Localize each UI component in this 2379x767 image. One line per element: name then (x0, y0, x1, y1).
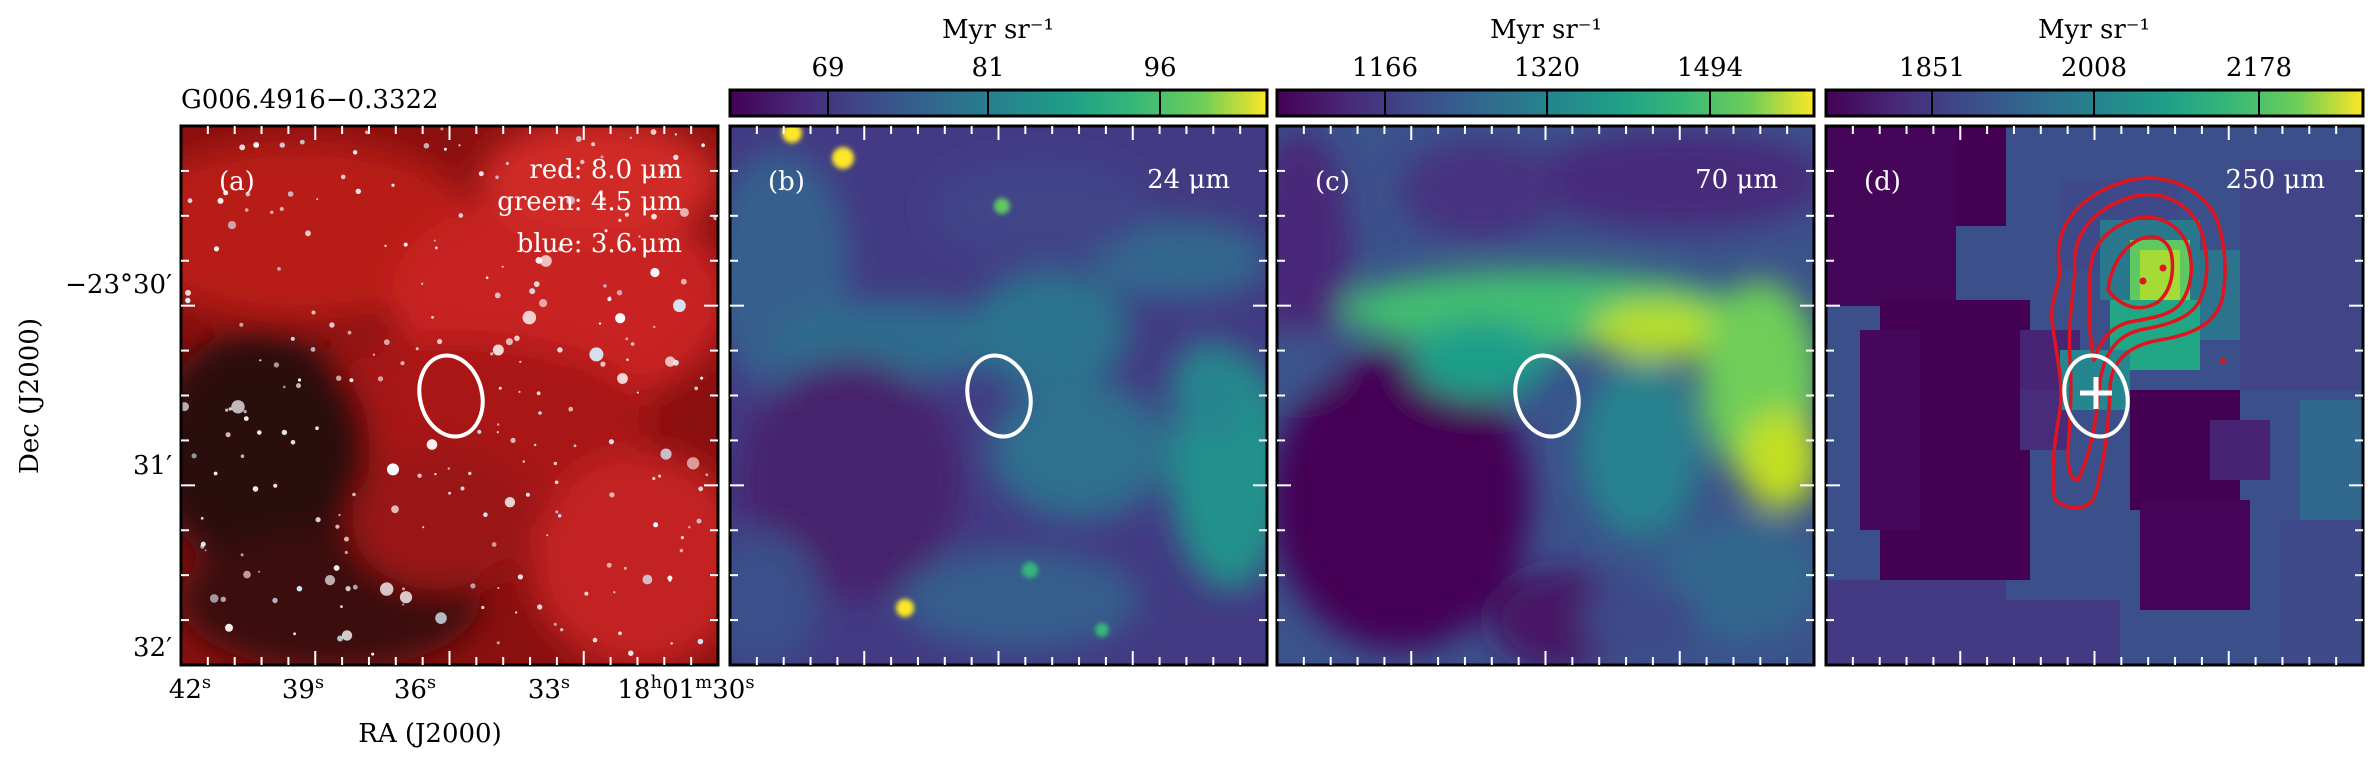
panel-d-wavelength: 250 μm (2226, 165, 2325, 195)
panel-c-colorbar-ticks (1384, 90, 1711, 116)
panel-c-colorbar-tick-2: 1320 (1514, 53, 1580, 83)
panel-b-ticks (730, 126, 1267, 665)
panel-b-letter: (b) (768, 167, 805, 197)
panel-c-image (1277, 126, 1814, 665)
panel-a-legend-green: green: 4.5 μm (497, 187, 682, 217)
panel-c-colorbar-tick-3: 1494 (1677, 53, 1743, 83)
svg-text:36s: 36s (394, 672, 436, 705)
panel-a-legend-blue: blue: 3.6 μm (517, 229, 682, 259)
panel-b-image (730, 126, 1267, 665)
panel-b-colorbar-unit: Myr sr⁻¹ (942, 15, 1054, 45)
ra-tick-2: 39s (282, 672, 324, 705)
ra-tick-1: 42s (169, 672, 211, 705)
panel-d-contours (2050, 176, 2227, 510)
panel-b-ellipse (965, 353, 1033, 439)
y-axis-label: Dec (J2000) (15, 318, 45, 474)
panel-d-colorbar-unit: Myr sr⁻¹ (2038, 15, 2150, 45)
svg-text:42s: 42s (169, 672, 211, 705)
panel-a-letter: (a) (219, 167, 255, 197)
panel-d-letter: (d) (1864, 167, 1901, 197)
panel-c-letter: (c) (1315, 167, 1350, 197)
panel-d-colorbar-tick-2: 2008 (2061, 53, 2127, 83)
panel-b-colorbar-tick-2: 81 (971, 53, 1004, 83)
svg-text:33s: 33s (528, 672, 570, 705)
panel-d-colorbar-tick-3: 2178 (2226, 53, 2292, 83)
panel-b-colorbar-tick-1: 69 (811, 53, 844, 83)
panel-b-wavelength: 24 μm (1147, 165, 1230, 195)
panel-c-ticks (1277, 126, 1814, 665)
panel-c-colorbar-tick-1: 1166 (1352, 53, 1418, 83)
panel-a-image (181, 126, 718, 665)
panel-b: (b) 24 μm Myr sr⁻¹ 69 81 96 (728, 15, 1269, 667)
panel-b-colorbar-ticks (827, 90, 1161, 116)
panel-c-wavelength: 70 μm (1695, 165, 1778, 195)
panel-c: (c) 70 μm Myr sr⁻¹ 1166 1320 1494 (1275, 15, 1816, 667)
panel-d-colorbar-tick-1: 1851 (1899, 53, 1965, 83)
panel-d: (d) 250 μm Myr sr⁻¹ 1851 2008 2178 (1824, 15, 2365, 667)
dec-tick-2: 31′ (133, 451, 172, 481)
ra-tick-5: 18h01m30s (617, 672, 754, 705)
panel-c-colorbar-unit: Myr sr⁻¹ (1490, 15, 1602, 45)
x-axis-label: RA (J2000) (358, 719, 502, 749)
panel-d-colorbar-ticks (1931, 90, 2260, 116)
panel-d-cross (2080, 377, 2112, 409)
panel-a-ticks (181, 126, 718, 665)
panel-a: (a) red: 8.0 μm green: 4.5 μm blue: 3.6 … (179, 124, 720, 667)
panel-a-stars (181, 127, 718, 656)
dec-tick-3: 32′ (133, 633, 172, 663)
panel-b-colorbar (728, 88, 1269, 118)
panel-d-ellipse (2062, 353, 2130, 439)
svg-text:39s: 39s (282, 672, 324, 705)
panel-b-colorbar-tick-3: 96 (1143, 53, 1176, 83)
panel-c-ellipse (1513, 353, 1581, 439)
panel-a-ellipse (417, 353, 485, 439)
source-name: G006.4916−0.3322 (181, 85, 439, 115)
panel-d-ticks (1826, 126, 2363, 665)
panel-c-colorbar (1275, 88, 1816, 118)
panel-a-legend-red: red: 8.0 μm (529, 155, 682, 185)
ra-tick-4: 33s (528, 672, 570, 705)
dec-tick-1: −23°30′ (65, 270, 172, 300)
ra-tick-3: 36s (394, 672, 436, 705)
